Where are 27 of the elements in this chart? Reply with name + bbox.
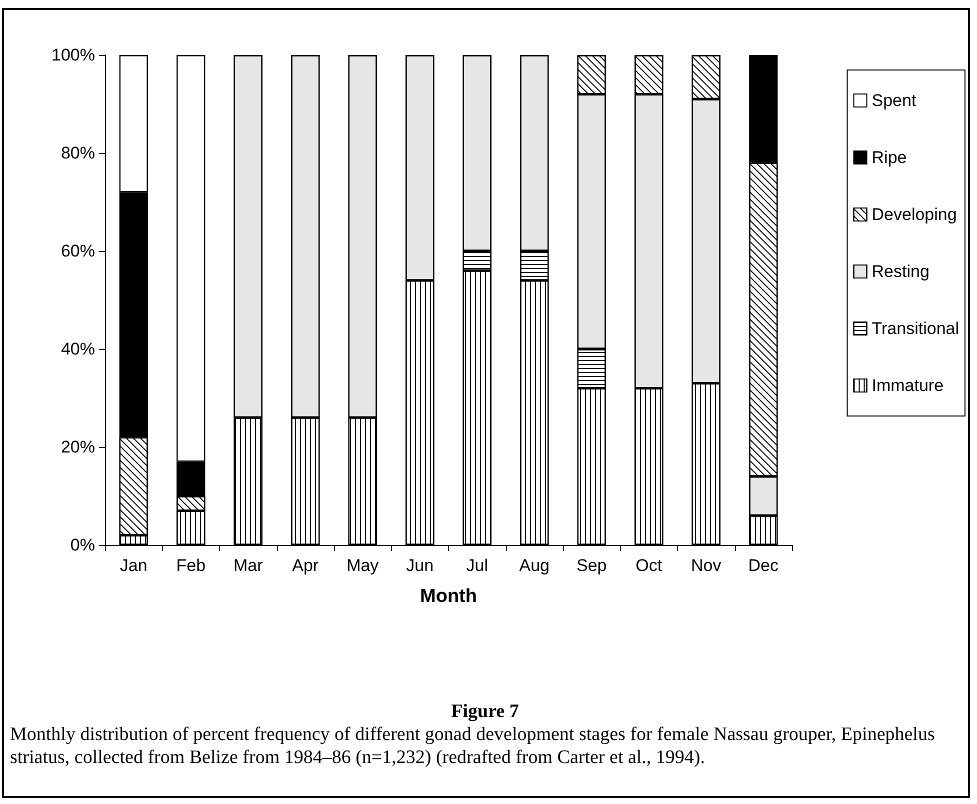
x-tick-label: Aug [519, 556, 550, 575]
x-tick-label: May [346, 556, 380, 575]
legend-label: Resting [872, 262, 930, 281]
y-tick-label: 40% [60, 340, 95, 358]
legend-label: Transitional [872, 319, 960, 338]
caption: Figure 7 [450, 700, 520, 723]
y-tick-label: 100% [52, 46, 95, 64]
y-tick-label: 60% [60, 242, 95, 260]
x-tick-label: Mar [233, 556, 264, 575]
text: Monthly distribution of percent frequency of different gonad development stages for female Nassau grouper, Epinephelus striatus, collected from Belize from 1984–86 (n=1,232) (redrafted from Carter et al., 1994). [10, 723, 936, 769]
x-tick-label: Dec [748, 556, 779, 575]
x-tick-label: Nov [691, 556, 722, 575]
y-tick-label: 0% [70, 536, 95, 554]
legend-label: Developing [872, 205, 957, 224]
x-axis-title: Month [420, 586, 477, 607]
legend-label: Spent [872, 91, 916, 110]
legend-label: Ripe [872, 148, 907, 167]
x-tick-label: Sep [576, 556, 607, 575]
y-tick-label: 80% [60, 144, 95, 162]
x-tick-label: Feb [176, 556, 206, 575]
x-tick-label: Jun [406, 556, 434, 575]
y-tick-label: 20% [60, 438, 95, 456]
x-tick-label: Jan [120, 556, 148, 575]
x-tick-label: Apr [292, 556, 319, 575]
x-tick-label: Jul [466, 556, 488, 575]
legend-label: Immature [872, 376, 944, 395]
x-tick-label: Oct [636, 556, 662, 575]
